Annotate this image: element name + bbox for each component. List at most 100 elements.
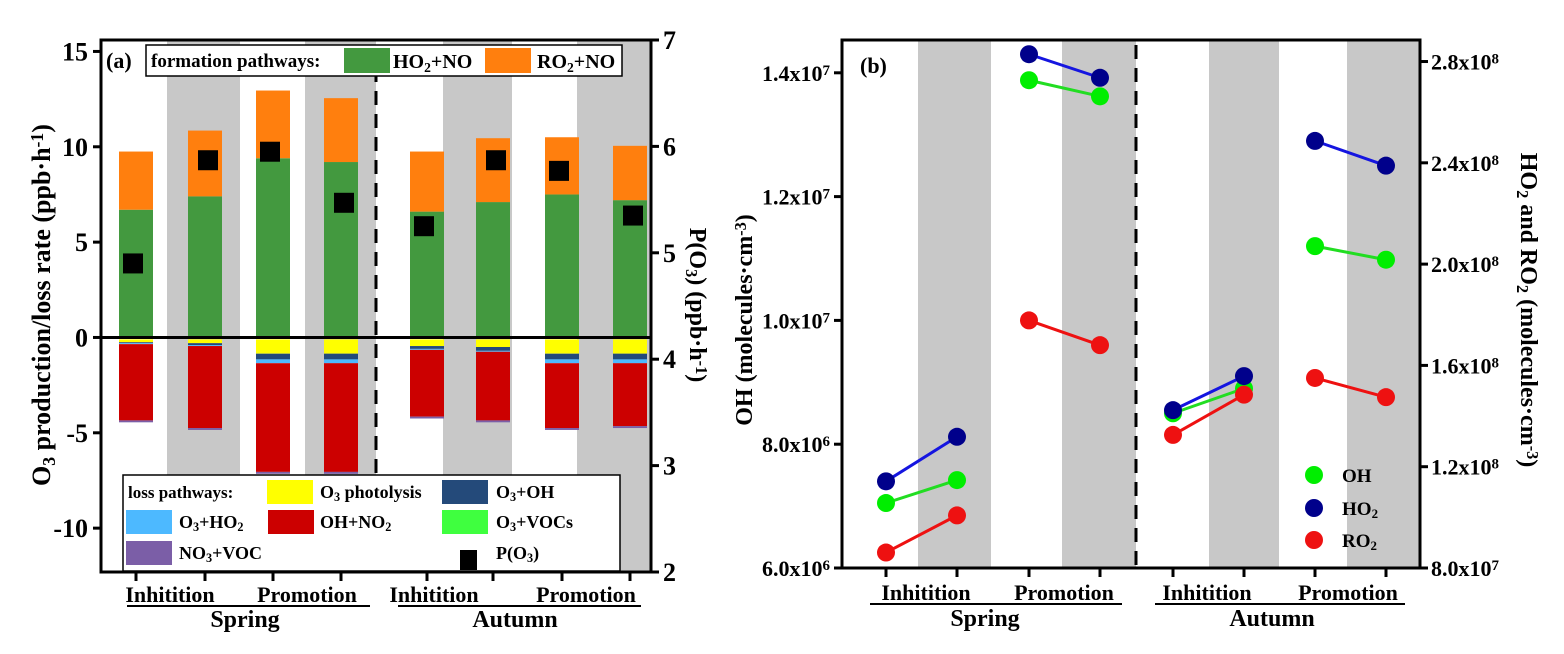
- y2-tick-label: 5: [663, 239, 676, 268]
- bar-ho2-no: [545, 194, 579, 338]
- y-tick-label: 0: [75, 323, 88, 352]
- bar-oh-no2: [613, 363, 647, 427]
- y2-tick-label: 8.0x107: [1431, 556, 1500, 581]
- bar-o3-ho2: [545, 359, 579, 364]
- point-oh: [1020, 71, 1038, 90]
- bar-ho2-no: [256, 158, 290, 338]
- point-ho2: [1306, 131, 1324, 150]
- series-line-ho2: [1314, 139, 1387, 168]
- x-group-label: Promotion: [1014, 580, 1114, 605]
- point-ho2: [1020, 45, 1038, 64]
- p-o3-marker: [123, 253, 143, 274]
- bar-no3-voc: [188, 428, 222, 430]
- p-o3-marker: [198, 150, 218, 171]
- bar-oh-no2: [410, 349, 444, 417]
- y-tick-label: 15: [62, 37, 88, 66]
- y2-tick-label: 2: [663, 558, 676, 587]
- legend-swatch-o3-vocs: [442, 510, 488, 534]
- bar-o3-photolysis: [119, 339, 153, 343]
- series-line-ho2: [1028, 52, 1101, 80]
- y-tick-label: 6.0x106: [762, 556, 831, 581]
- bar-oh-no2: [324, 363, 358, 472]
- point-oh: [1306, 237, 1324, 256]
- point-oh: [1377, 250, 1395, 269]
- bar-o3-oh: [410, 346, 444, 349]
- season-label: Spring: [210, 607, 279, 633]
- point-ro2: [1164, 425, 1182, 444]
- point-ro2: [1377, 388, 1395, 407]
- legend-marker-ho2: [1305, 499, 1323, 517]
- p-o3-marker: [414, 216, 434, 237]
- bar-no3-voc: [256, 471, 290, 474]
- bar-oh-no2: [545, 363, 579, 429]
- bar-ho2-no: [188, 196, 222, 338]
- legend-swatch-o3-oh: [442, 480, 488, 504]
- legend-swatch-ho2-no: [344, 48, 390, 73]
- night-shade: [1347, 40, 1420, 568]
- bar-o3-photolysis: [410, 339, 444, 347]
- legend-label: HO2: [1342, 499, 1378, 521]
- bar-ro2-no: [119, 151, 153, 210]
- bar-o3-photolysis: [476, 339, 510, 347]
- y-tick-label: 8.0x106: [762, 432, 831, 457]
- series-line-ro2: [1314, 376, 1387, 399]
- bar-o3-oh: [119, 342, 153, 344]
- bar-o3-oh: [324, 353, 358, 360]
- legend-swatch-oh-no2: [268, 510, 314, 534]
- bar-no3-voc: [324, 471, 358, 474]
- panel-b: 6.0x106 8.0x106 1.0x107 1.2x107 1.4x107 8.0x1…: [731, 38, 1542, 632]
- x-group-label: Promotion: [1298, 580, 1398, 605]
- legend-label: O3+OH: [496, 482, 554, 504]
- point-ho2: [1164, 401, 1182, 420]
- bar-no3-voc: [545, 428, 579, 430]
- point-oh: [877, 494, 895, 513]
- p-o3-marker: [334, 192, 354, 213]
- y-tick-label: 10: [62, 133, 88, 162]
- y-tick-label: -10: [53, 514, 88, 543]
- legend-label: NO3+VOC: [179, 543, 262, 565]
- p-o3-marker: [623, 205, 643, 226]
- bar-no3-voc: [119, 420, 153, 423]
- y-tick-label: 1.4x107: [762, 61, 831, 86]
- point-oh: [1091, 87, 1109, 106]
- panel-label: (b): [860, 53, 887, 78]
- series-line-oh: [1028, 78, 1101, 98]
- point-ho2: [1377, 156, 1395, 175]
- series-line-ro2: [1028, 318, 1101, 347]
- y2-tick-label: 1.6x108: [1431, 353, 1499, 378]
- legend-swatch-o3-photolysis: [267, 480, 313, 504]
- point-ro2: [1091, 336, 1109, 355]
- series-line-oh: [1172, 387, 1245, 415]
- bar-o3-ho2: [613, 359, 647, 364]
- point-ho2: [1091, 68, 1109, 87]
- formation-legend-title: formation pathways:: [151, 51, 320, 72]
- legend-label: OH+NO2: [320, 512, 391, 534]
- point-ho2: [877, 472, 895, 491]
- series-line-ho2: [885, 435, 958, 483]
- point-ro2: [1235, 385, 1253, 404]
- legend-swatch-no3-voc: [126, 541, 172, 565]
- night-shade: [1062, 40, 1136, 568]
- point-ro2: [877, 543, 895, 562]
- legend-swatch-ro2-no: [485, 48, 531, 73]
- point-ro2: [1020, 311, 1038, 330]
- bar-o3-ho2: [188, 345, 222, 347]
- bar-ho2-no: [119, 209, 153, 338]
- bar-o3-photolysis: [545, 339, 579, 354]
- point-ro2: [948, 506, 966, 525]
- bar-ho2-no: [476, 202, 510, 338]
- bar-no3-voc: [476, 420, 510, 423]
- y2-tick-label: 4: [663, 345, 676, 374]
- bar-o3-ho2: [256, 359, 290, 364]
- point-oh: [948, 471, 966, 490]
- bar-o3-photolysis: [256, 339, 290, 354]
- series-line-oh: [885, 478, 958, 505]
- bar-ro2-no: [324, 98, 358, 163]
- p-o3-marker: [549, 160, 569, 181]
- season-label: Autumn: [472, 607, 557, 633]
- y2-axis-label: P(O3) (ppb·h-1): [682, 228, 711, 382]
- bar-oh-no2: [119, 344, 153, 421]
- legend-label: P(O3): [496, 543, 539, 565]
- p-o3-marker: [260, 141, 280, 162]
- legend-swatch-o3-ho2: [126, 510, 172, 534]
